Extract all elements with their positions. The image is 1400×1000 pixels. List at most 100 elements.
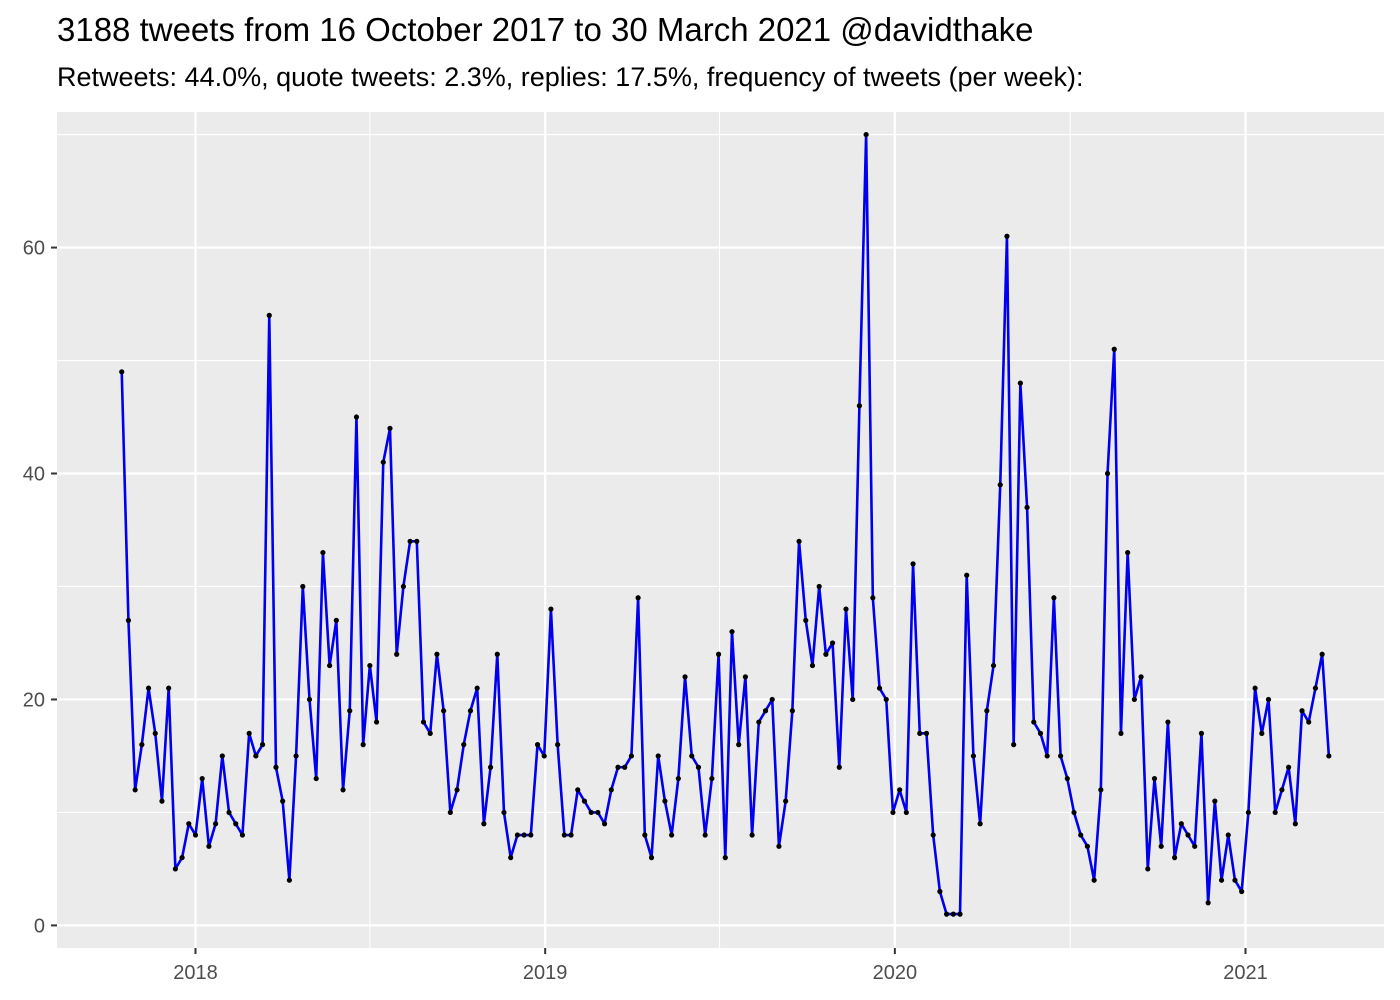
data-point [367, 662, 373, 669]
data-point [568, 832, 574, 838]
data-point [575, 787, 581, 793]
data-point [159, 798, 165, 804]
data-point [1125, 549, 1131, 556]
data-point [1185, 832, 1191, 838]
data-point [286, 877, 292, 883]
data-point [809, 662, 816, 669]
data-point [394, 651, 400, 657]
data-point [856, 403, 863, 409]
data-point [1111, 346, 1117, 352]
data-point [561, 832, 567, 838]
data-point [1064, 775, 1070, 782]
data-point [803, 617, 809, 623]
data-point [1239, 888, 1245, 895]
data-point [166, 685, 172, 691]
data-point [1044, 753, 1050, 759]
data-point [964, 572, 970, 578]
data-point [1058, 753, 1064, 759]
data-point [380, 459, 386, 465]
data-point [601, 821, 608, 827]
data-point [474, 685, 480, 691]
data-point [957, 911, 963, 917]
data-point [876, 685, 883, 691]
y-tick-label: 20 [23, 689, 45, 711]
chart-title: 3188 tweets from 16 October 2017 to 30 M… [57, 11, 1034, 48]
data-point [742, 674, 749, 680]
data-point [1178, 821, 1184, 827]
data-point [414, 538, 420, 544]
data-point [910, 561, 916, 567]
data-point [715, 651, 722, 657]
data-point [689, 753, 695, 759]
data-point [119, 369, 125, 375]
data-point [407, 538, 413, 544]
data-point [615, 764, 621, 770]
data-point [1232, 877, 1238, 883]
data-point [628, 753, 635, 759]
y-axis: 0 20 40 60 [23, 238, 57, 937]
data-point [1024, 504, 1030, 511]
data-point [1265, 696, 1272, 703]
data-point [226, 809, 232, 816]
data-point [1279, 787, 1285, 793]
data-point [152, 730, 158, 736]
plot-panel [57, 112, 1384, 948]
data-point [736, 742, 742, 748]
data-point [1098, 787, 1104, 793]
data-point [655, 753, 661, 759]
data-point [1286, 764, 1292, 770]
data-point [206, 843, 212, 849]
data-point [186, 821, 192, 827]
data-point [709, 775, 715, 782]
data-point [179, 855, 185, 861]
data-point [1252, 685, 1258, 691]
data-point [246, 730, 252, 736]
data-point [1172, 855, 1178, 861]
data-point [695, 764, 702, 770]
data-point [528, 832, 534, 838]
data-point [1037, 730, 1044, 736]
data-point [508, 855, 514, 861]
data-point [487, 764, 494, 770]
data-point [347, 708, 353, 714]
y-tick-label: 40 [23, 464, 45, 486]
data-point [239, 832, 246, 838]
data-point [1218, 877, 1225, 883]
data-point [917, 730, 923, 736]
data-point [588, 809, 594, 816]
data-point [937, 888, 943, 895]
data-point [829, 640, 836, 646]
data-point [1225, 832, 1231, 838]
data-point [273, 764, 279, 770]
data-point [1326, 753, 1332, 759]
data-point [722, 855, 728, 861]
data-point [769, 696, 775, 703]
data-point [1192, 843, 1198, 849]
data-point [434, 651, 440, 657]
data-point [883, 696, 889, 703]
data-point [467, 708, 474, 714]
data-point [1084, 843, 1091, 849]
data-point [970, 753, 977, 759]
data-point [192, 832, 199, 838]
chart-subtitle: Retweets: 44.0%, quote tweets: 2.3%, rep… [57, 62, 1084, 92]
data-point [555, 742, 561, 748]
data-point [420, 719, 427, 725]
data-point [233, 821, 239, 827]
data-point [870, 595, 876, 601]
data-point [1205, 900, 1211, 906]
data-point [454, 787, 460, 793]
data-point [950, 911, 956, 917]
data-point [306, 696, 313, 703]
data-point [1051, 595, 1057, 601]
data-point [1306, 719, 1312, 725]
data-point [1259, 730, 1265, 736]
data-point [145, 685, 152, 691]
data-point [1165, 719, 1171, 725]
data-point [1011, 742, 1017, 748]
data-point [1319, 651, 1325, 657]
data-point [1078, 832, 1084, 838]
data-point [729, 629, 735, 635]
data-point [923, 730, 930, 736]
data-point [648, 855, 655, 861]
